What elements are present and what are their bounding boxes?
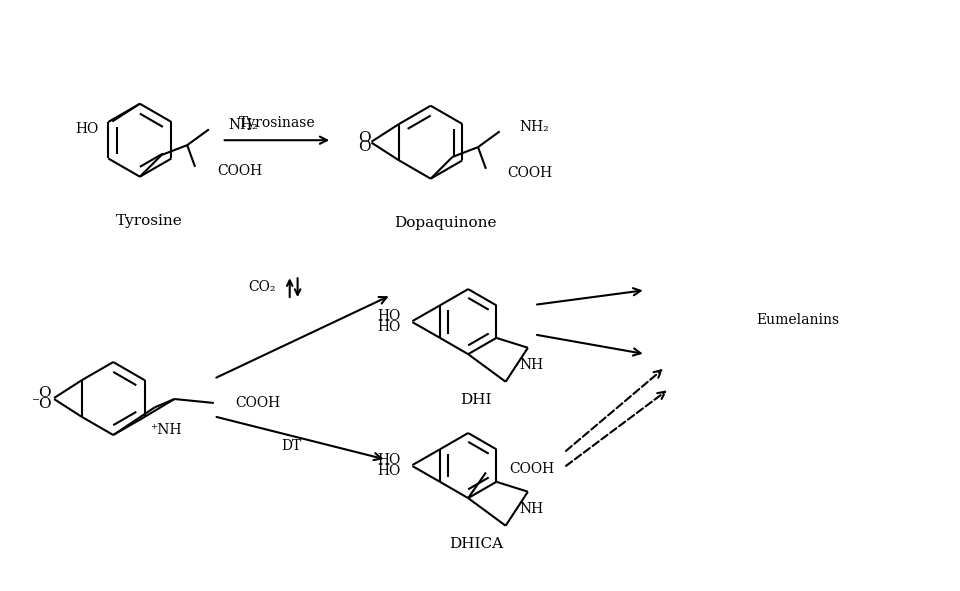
Text: Tyrosine: Tyrosine [116, 214, 183, 228]
Text: HO: HO [75, 122, 99, 137]
Text: ⁻O: ⁻O [32, 397, 53, 411]
Text: NH: NH [519, 502, 544, 517]
Text: O: O [37, 386, 51, 400]
Text: ⁺NH: ⁺NH [150, 423, 181, 437]
Text: Tyrosinase: Tyrosinase [239, 116, 315, 131]
Text: HO: HO [377, 464, 400, 478]
Text: O: O [358, 131, 371, 145]
Text: NH: NH [519, 359, 544, 372]
Text: Dopaquinone: Dopaquinone [395, 216, 496, 230]
Text: NH₂: NH₂ [519, 121, 549, 134]
Text: Eumelanins: Eumelanins [756, 313, 839, 327]
Text: COOH: COOH [510, 462, 555, 476]
Text: COOH: COOH [217, 164, 262, 178]
Text: DHICA: DHICA [449, 537, 503, 551]
Text: HO: HO [377, 320, 400, 334]
Text: DT: DT [281, 439, 301, 453]
Text: HO: HO [377, 453, 400, 467]
Text: COOH: COOH [508, 165, 553, 180]
Text: O: O [358, 139, 371, 154]
Text: DHI: DHI [460, 394, 492, 408]
Text: HO: HO [377, 309, 400, 323]
Text: CO₂: CO₂ [249, 280, 276, 294]
Text: COOH: COOH [235, 396, 280, 410]
Text: NH₂: NH₂ [228, 118, 258, 132]
